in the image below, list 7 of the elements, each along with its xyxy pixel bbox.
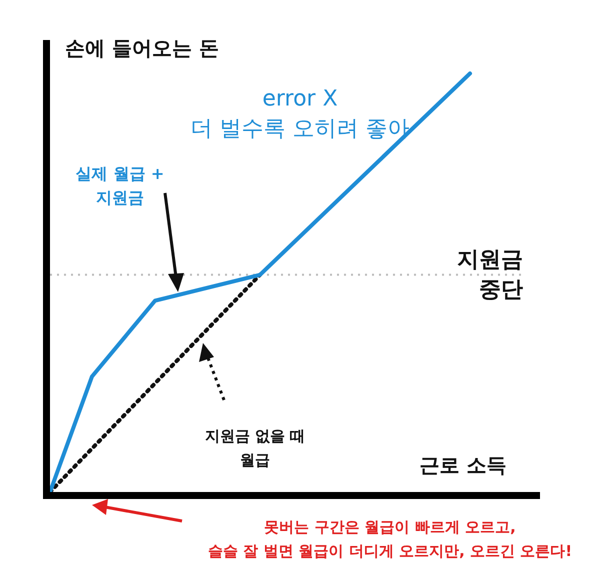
text: 지원금 없을 때 월급 xyxy=(204,426,306,469)
y-axis-title: 손에 들어오는 돈 xyxy=(65,36,219,60)
x-axis-title: 근로 소득 xyxy=(420,453,506,478)
annotation: error X 더 벌수록 오히려 좋아 xyxy=(190,86,410,142)
ref-line-label: 지원금 중단 xyxy=(457,248,523,303)
text: 실제 월급 + 지원금 xyxy=(76,164,164,208)
text: 못버는 구간은 월급이 빠르게 오르고, 슬슬 잘 벌면 월급이 더디게 오르지만, 오르긴 오른다! xyxy=(208,518,572,560)
